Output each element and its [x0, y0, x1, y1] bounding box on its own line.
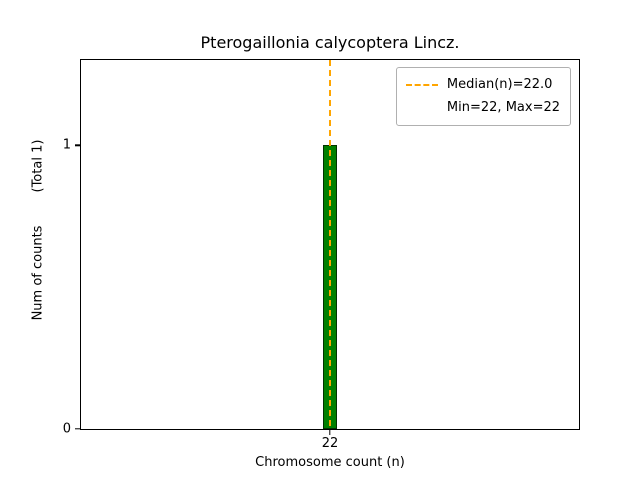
x-axis-label: Chromosome count (n): [255, 455, 405, 470]
y-tick-mark: [75, 144, 80, 146]
legend-label-median: Median(n)=22.0: [446, 77, 553, 92]
legend-label-minmax: Min=22, Max=22: [446, 100, 560, 115]
median-line: [329, 60, 331, 429]
chart-title: Pterogaillonia calycoptera Lincz.: [200, 33, 460, 52]
y-tick-mark: [75, 428, 80, 430]
median-dashed-line-icon: [405, 84, 438, 86]
legend-entry-median: Median(n)=22.0: [405, 76, 560, 94]
legend-handle: [405, 84, 438, 86]
x-tick-label: 22: [321, 436, 339, 451]
plot-area: 0 1 22 Median(n)=22.0 Min=22, Max=22: [63, 59, 580, 451]
legend: Median(n)=22.0 Min=22, Max=22: [395, 67, 571, 126]
y-tick-label: 1: [62, 137, 71, 153]
y-axis-label: Num of counts (Total 1): [30, 139, 46, 321]
legend-entry-minmax: Min=22, Max=22: [406, 99, 560, 117]
x-tick-mark: [329, 430, 331, 435]
y-tick-label: 0: [62, 421, 71, 437]
